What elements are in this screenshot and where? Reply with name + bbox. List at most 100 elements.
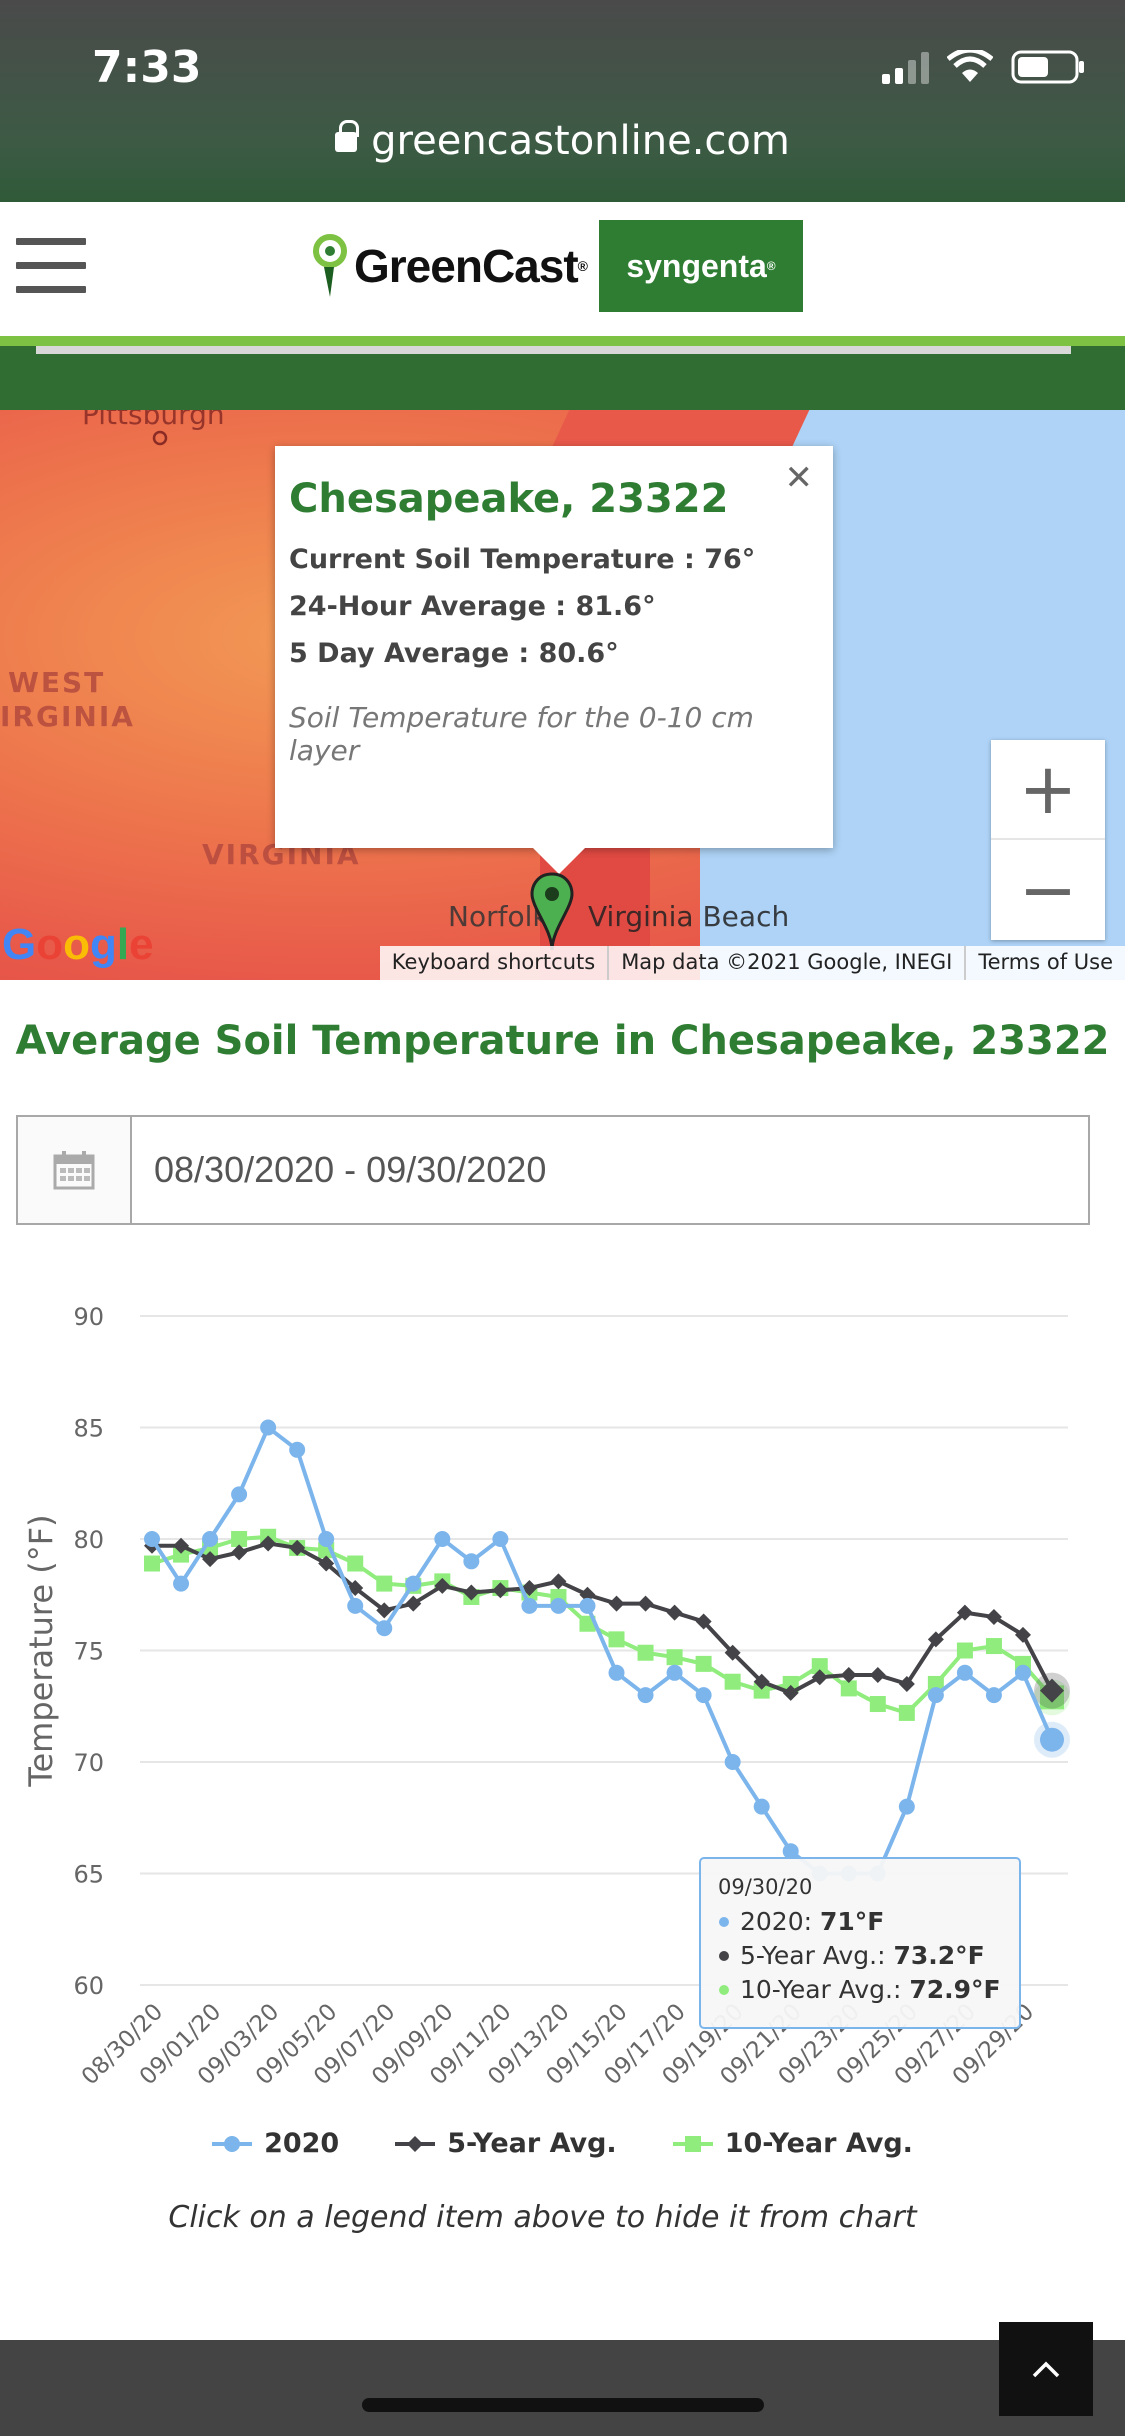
terms-of-use-link[interactable]: Terms of Use [964, 946, 1125, 980]
url-text: greencastonline.com [371, 118, 790, 164]
data-point [811, 1658, 828, 1675]
data-point [608, 1631, 625, 1648]
data-point [347, 1597, 364, 1614]
data-point [782, 1684, 799, 1701]
data-point [550, 1597, 567, 1614]
chart-tooltip [699, 1857, 1021, 2029]
tooltip-bullet [719, 1951, 729, 1961]
site-header: GreenCast ® syngenta ® [0, 202, 1125, 336]
greencast-logo: GreenCast ® [310, 231, 588, 301]
current-soil-temp: Current Soil Temperature : 76° [289, 544, 756, 575]
data-point [1014, 1664, 1031, 1681]
data-point [753, 1673, 770, 1690]
data-point [1040, 1678, 1064, 1703]
data-point [376, 1575, 393, 1592]
data-point [927, 1687, 944, 1704]
y-tick-label: 65 [73, 1861, 104, 1889]
legend-item[interactable]: 10-Year Avg. [672, 2128, 913, 2159]
status-icons [882, 50, 1085, 84]
data-point [956, 1642, 973, 1659]
data-point [405, 1595, 422, 1612]
calendar-icon[interactable] [18, 1117, 132, 1223]
average-24-hour: 24-Hour Average : 81.6° [289, 591, 656, 622]
data-point [666, 1604, 683, 1621]
y-tick-label: 90 [73, 1303, 104, 1331]
average-5-day: 5 Day Average : 80.6° [289, 638, 619, 669]
legend-label: 5-Year Avg. [447, 2128, 617, 2159]
popup-title: Chesapeake, 23322 [289, 476, 729, 522]
header-strip [0, 336, 1125, 410]
close-icon[interactable]: ✕ [784, 458, 814, 498]
wifi-icon [947, 50, 993, 82]
legend-item[interactable]: 5-Year Avg. [395, 2128, 617, 2159]
map-label-norfolk: Norfolk [448, 900, 549, 933]
data-point [637, 1687, 654, 1704]
browser-chrome: 7:33 greencastonline.com [0, 0, 1125, 202]
zoom-out-button[interactable]: − [1018, 849, 1078, 931]
data-point [782, 1843, 799, 1860]
y-tick-label: 80 [73, 1526, 104, 1554]
data-point [782, 1675, 799, 1692]
data-point [753, 1682, 770, 1699]
data-point [173, 1546, 190, 1563]
data-point [811, 1669, 828, 1686]
data-point [666, 1664, 683, 1681]
data-point [1014, 1626, 1031, 1643]
data-point [376, 1620, 393, 1637]
brand[interactable]: GreenCast ® syngenta ® [310, 220, 803, 312]
greencast-leaf-icon [313, 234, 347, 297]
data-point [753, 1798, 770, 1815]
data-point [985, 1638, 1002, 1655]
tooltip-value: 72.9°F [909, 1975, 1000, 2004]
data-point [840, 1667, 857, 1684]
data-point [318, 1531, 335, 1547]
legend-label: 10-Year Avg. [724, 2128, 913, 2159]
y-tick-label: 70 [73, 1749, 104, 1777]
data-point [463, 1584, 480, 1601]
menu-icon[interactable] [16, 238, 86, 298]
date-range-picker[interactable] [16, 1115, 1090, 1225]
syngenta-text: syngenta [626, 247, 767, 284]
data-point [608, 1595, 625, 1612]
map-marker-icon[interactable] [530, 872, 574, 952]
lock-icon [335, 120, 360, 152]
data-point [173, 1537, 190, 1554]
data-point [695, 1655, 712, 1672]
data-point [231, 1544, 248, 1561]
data-point [666, 1649, 683, 1666]
chart-legend: 2020 5-Year Avg. 10-Year Avg. [0, 2128, 1125, 2159]
tooltip-value: 71°F [820, 1907, 884, 1936]
data-point [405, 1575, 422, 1592]
data-point [724, 1644, 741, 1661]
data-point [347, 1555, 364, 1572]
y-tick-label: 75 [73, 1638, 104, 1666]
keyboard-shortcuts-link[interactable]: Keyboard shortcuts [391, 950, 596, 974]
tooltip-bullet [719, 1985, 729, 1995]
date-range-input[interactable] [132, 1117, 1088, 1223]
series-line [152, 1541, 1054, 1696]
status-time: 7:33 [92, 42, 202, 93]
legend-symbol [212, 2135, 253, 2152]
city-dot-icon [152, 430, 168, 446]
data-point [521, 1580, 538, 1597]
tooltip-date: 09/30/20 [718, 1875, 812, 1899]
data-point [463, 1553, 480, 1570]
data-point [579, 1586, 596, 1603]
address-bar[interactable]: greencastonline.com [0, 118, 1125, 164]
map-coast [550, 410, 810, 450]
back-to-top-button[interactable] [999, 2322, 1093, 2416]
location-info-popup: ✕ Chesapeake, 23322 Current Soil Tempera… [275, 446, 833, 874]
map-label-west-virginia-2: IRGINIA [0, 700, 135, 733]
page-footer [0, 2340, 1125, 2436]
data-point [492, 1582, 509, 1599]
soil-temperature-map[interactable]: Pittsburgh WEST IRGINIA VIRGINIA Norfolk… [0, 410, 1125, 980]
legend-item[interactable]: 2020 [212, 2128, 339, 2159]
data-point [173, 1575, 190, 1592]
map-attribution: Keyboard shortcuts Map data ©2021 Google… [379, 946, 1125, 980]
data-point [956, 1604, 973, 1621]
zoom-in-button[interactable]: + [991, 740, 1105, 840]
data-point [289, 1441, 306, 1458]
data-point [202, 1551, 219, 1568]
y-tick-label: 85 [73, 1415, 104, 1443]
y-tick-label: 60 [73, 1972, 104, 2000]
